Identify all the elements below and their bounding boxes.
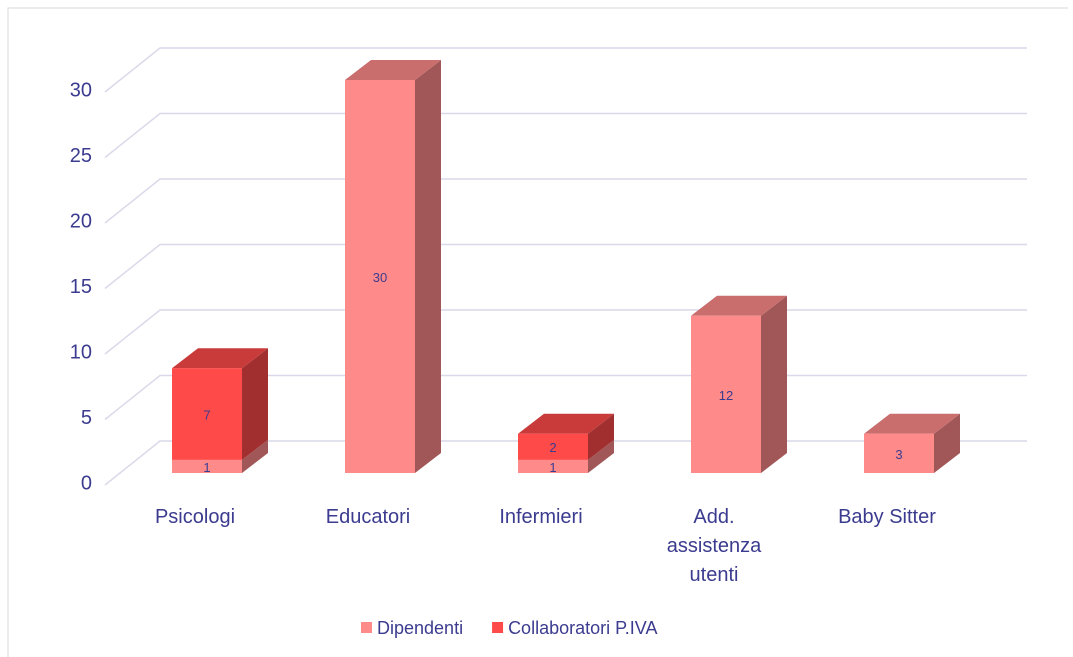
bar-top <box>864 413 960 434</box>
bar <box>172 368 242 460</box>
x-tick-label: Educatori <box>325 506 411 528</box>
bar-side <box>415 60 441 473</box>
bar-top <box>172 348 268 369</box>
bar-top <box>518 413 614 434</box>
data-label: 1 <box>203 460 210 475</box>
x-tick-label: Add. assistenza utenti <box>666 506 762 586</box>
chart-frame <box>7 7 1068 657</box>
legend-swatch <box>492 622 504 633</box>
grid-line <box>104 243 1027 290</box>
bar-side <box>588 439 614 473</box>
bar-side <box>588 413 614 460</box>
x-tick-label: Infermieri <box>499 506 583 528</box>
y-tick-label: 5 <box>81 407 92 429</box>
bar <box>518 433 588 460</box>
legend-label: Collaboratori P.IVA <box>508 618 657 638</box>
bar-top <box>345 60 441 80</box>
bar-side <box>934 413 960 473</box>
bar <box>345 80 415 473</box>
y-tick-label: 15 <box>70 276 92 298</box>
grid-line <box>104 112 1027 159</box>
legend-swatch <box>361 622 372 633</box>
legend-label: Dipendenti <box>377 618 463 638</box>
bar <box>518 459 588 473</box>
y-tick-label: 25 <box>70 145 92 167</box>
data-label: 1 <box>549 460 556 475</box>
grid-line <box>104 309 1027 355</box>
y-tick-label: 0 <box>81 472 92 494</box>
data-label: 12 <box>719 388 733 403</box>
x-tick-label: Psicologi <box>154 506 236 528</box>
data-label: 7 <box>203 407 210 422</box>
bar <box>864 433 934 473</box>
bar <box>691 315 761 473</box>
bar-top <box>691 295 787 316</box>
data-label: 3 <box>895 447 902 462</box>
data-label: 2 <box>549 440 556 455</box>
data-label: 30 <box>373 270 387 285</box>
bar-side <box>761 295 787 473</box>
bar-side <box>242 439 268 473</box>
y-tick-label: 20 <box>70 210 92 232</box>
bar <box>172 459 242 473</box>
x-tick-label: Baby Sitter <box>838 506 936 528</box>
grid-line <box>104 178 1027 224</box>
bar-side <box>242 348 268 460</box>
grid-line <box>104 47 1027 93</box>
y-tick-label: 10 <box>70 341 92 363</box>
y-tick-label: 30 <box>70 79 92 101</box>
